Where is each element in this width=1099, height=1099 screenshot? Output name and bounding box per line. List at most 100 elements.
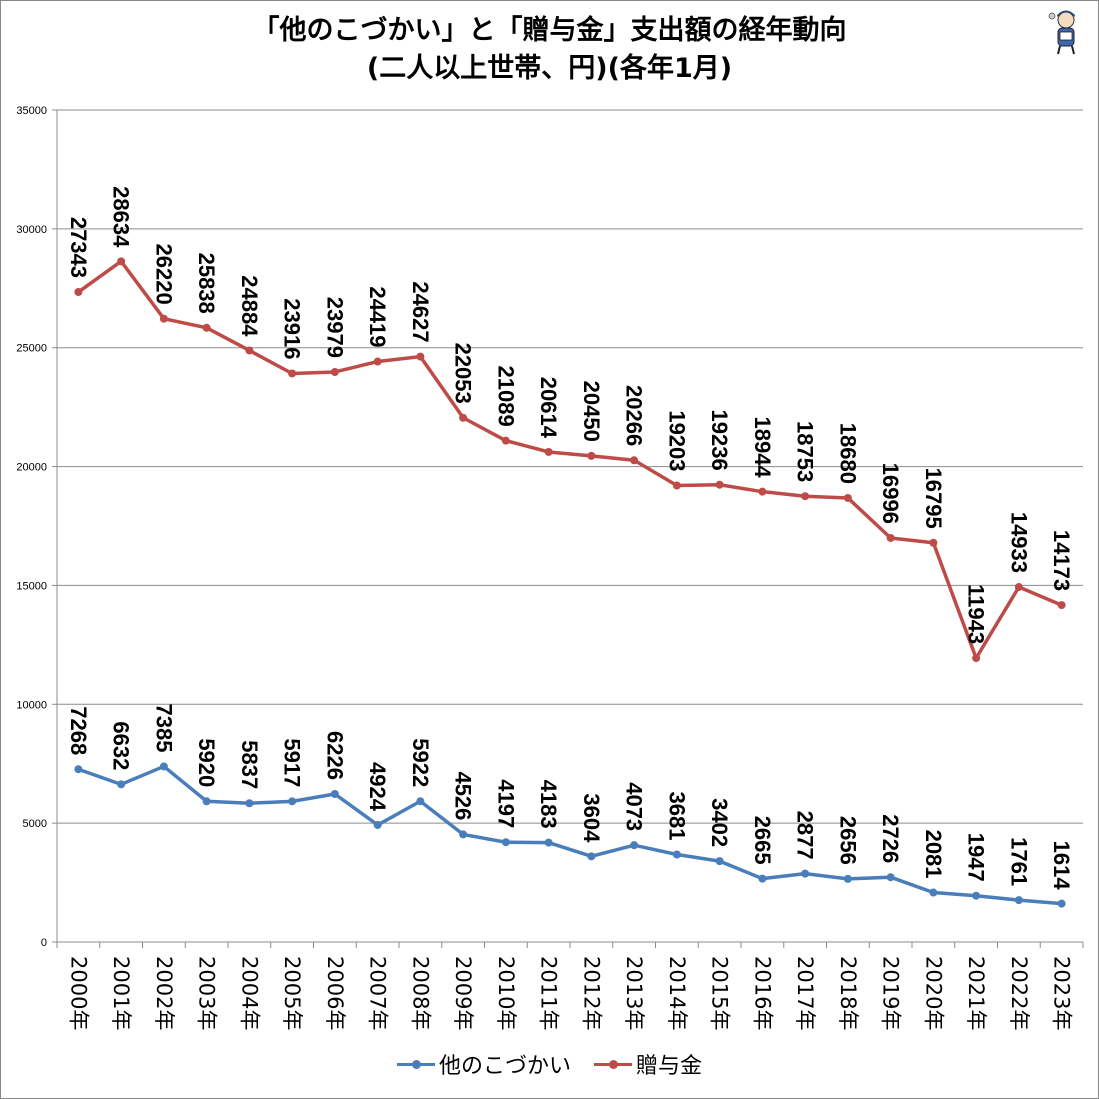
data-label: 2081 (921, 830, 946, 879)
data-label: 18680 (835, 423, 860, 484)
legend-item-kozukai: 他のこづかい (396, 1048, 571, 1080)
data-label: 21089 (493, 365, 518, 426)
data-point (972, 891, 981, 900)
data-point (288, 369, 297, 378)
data-point (715, 480, 724, 489)
y-tick-label: 0 (41, 937, 47, 949)
data-label: 28634 (109, 186, 134, 248)
data-labels: 7268 6632 7385 5920 5837 5917 6226 4924 5922 4526… (66, 186, 1074, 890)
data-label: 25838 (194, 253, 219, 314)
x-tick-label: 2008年 (408, 956, 432, 1030)
x-tick-label: 2007年 (366, 956, 390, 1030)
x-tick-label: 2020年 (921, 956, 945, 1030)
y-tick-label: 30000 (16, 224, 47, 236)
data-label: 20266 (622, 385, 647, 446)
data-label: 4183 (536, 780, 561, 829)
data-label: 24884 (237, 275, 262, 337)
y-tick-label: 5000 (23, 818, 47, 830)
data-label: 18753 (793, 421, 818, 482)
data-label: 16996 (878, 463, 903, 524)
x-tick-label: 2015年 (708, 956, 732, 1030)
data-point (330, 789, 339, 798)
data-point (1014, 896, 1023, 905)
x-tick-label: 2023年 (1050, 956, 1074, 1030)
data-label: 24419 (365, 286, 390, 347)
data-point (501, 838, 510, 847)
x-tick-label: 2003年 (195, 956, 219, 1030)
data-label: 7385 (151, 703, 176, 752)
data-label: 2665 (750, 816, 775, 865)
data-label: 20614 (536, 377, 561, 439)
series-line-1 (77, 259, 1063, 660)
axes (52, 109, 1084, 948)
data-label: 14173 (1049, 530, 1074, 591)
chart-title: 「他のこづかい」と「贈与金」支出額の経年動向 (二人以上世帯、円)(各年1月) (0, 12, 1099, 88)
x-tick-label: 2005年 (280, 956, 304, 1030)
data-point (330, 367, 339, 376)
data-point (843, 874, 852, 883)
data-label: 6632 (109, 721, 134, 770)
data-point (630, 456, 639, 465)
data-point (501, 436, 510, 445)
data-point (1057, 601, 1066, 610)
data-label: 26220 (151, 244, 176, 305)
x-tick-labels: 2000年 2001年 2002年 2003年 2004年 2005年 2006年 2007年… (66, 956, 1073, 1030)
data-point (587, 852, 596, 861)
y-tick-label: 15000 (16, 580, 47, 592)
title-line-2: (二人以上世帯、円)(各年1月) (366, 53, 733, 84)
data-label: 6226 (322, 731, 347, 780)
data-point (74, 765, 83, 774)
legend: 他のこづかい 贈与金 (0, 1048, 1099, 1081)
data-label: 27343 (66, 217, 91, 278)
legend-label-kozukai: 他のこづかい (438, 1054, 571, 1079)
mascot-icon (1048, 10, 1075, 55)
title-line-1: 「他のこづかい」と「贈与金」支出額の経年動向 (252, 15, 847, 46)
data-point (801, 492, 810, 501)
data-label: 2726 (878, 814, 903, 863)
data-point (373, 357, 382, 366)
data-point (758, 487, 767, 496)
data-point (117, 257, 126, 266)
data-label: 5917 (280, 738, 305, 787)
x-tick-label: 2014年 (665, 956, 689, 1030)
x-tick-label: 2006年 (323, 956, 347, 1030)
data-label: 23916 (280, 298, 305, 359)
data-point (373, 820, 382, 829)
data-point (843, 493, 852, 502)
data-point (202, 797, 211, 806)
data-label: 4073 (622, 782, 647, 831)
y-tick-label: 25000 (16, 343, 47, 355)
data-point (886, 873, 895, 882)
data-point (672, 850, 681, 859)
data-label: 4924 (365, 762, 390, 812)
data-point (672, 481, 681, 490)
data-label: 24627 (408, 281, 433, 342)
x-tick-label: 2004年 (237, 956, 261, 1030)
data-point (416, 797, 425, 806)
data-point (288, 797, 297, 806)
series-line-0 (77, 764, 1062, 906)
data-point (74, 288, 83, 297)
data-point (245, 346, 254, 355)
data-label: 4197 (493, 779, 518, 828)
x-tick-label: 2010年 (494, 956, 518, 1030)
y-tick-label: 10000 (16, 699, 47, 711)
x-tick-label: 2009年 (451, 956, 475, 1030)
x-tick-label: 2021年 (964, 956, 988, 1030)
data-label: 5922 (408, 738, 433, 787)
x-tick-label: 2018年 (836, 956, 860, 1030)
y-tick-labels: 0 5000 10000 15000 20000 25000 30000 35000 (16, 105, 47, 949)
data-label: 19203 (664, 410, 689, 471)
x-tick-label: 2011年 (537, 956, 561, 1030)
data-point (801, 869, 810, 878)
legend-item-zoyokin: 贈与金 (594, 1048, 702, 1080)
data-point (544, 447, 553, 456)
data-label: 7268 (66, 706, 91, 755)
data-label: 11943 (964, 584, 989, 644)
data-label: 1614 (1049, 841, 1074, 891)
gridlines (57, 109, 1083, 824)
data-point (1057, 899, 1066, 908)
x-tick-label: 2019年 (879, 956, 903, 1030)
